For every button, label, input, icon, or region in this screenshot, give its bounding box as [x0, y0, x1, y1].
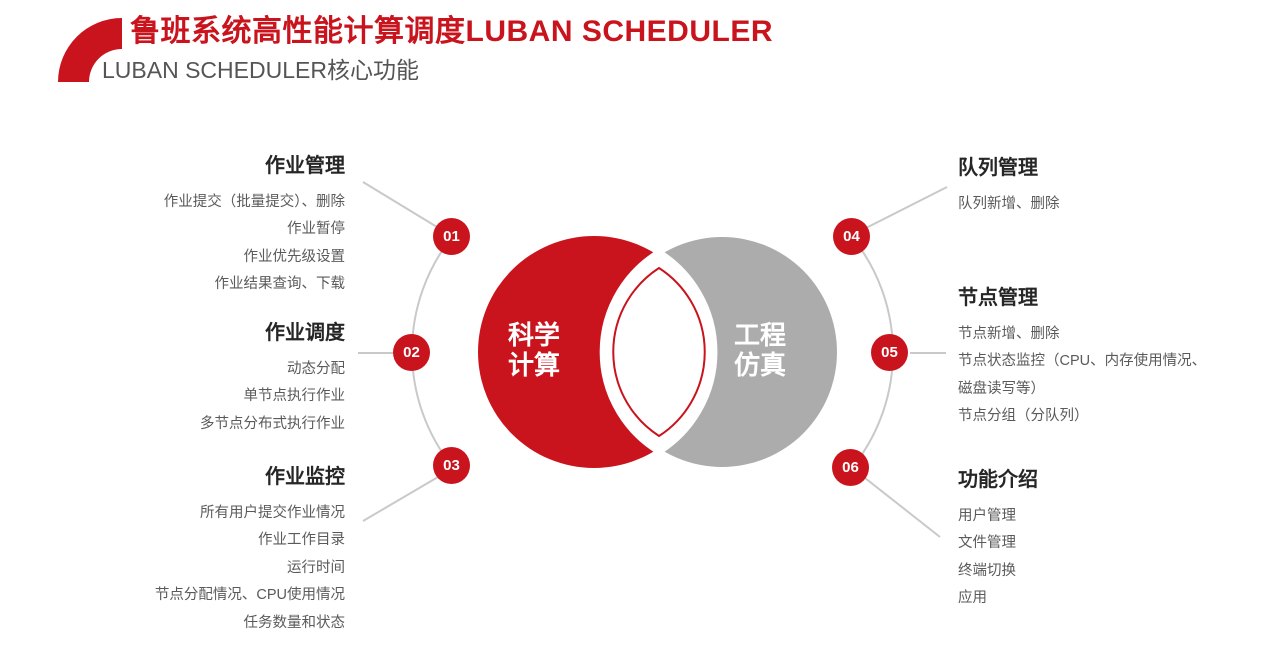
section-item-list: 作业提交（批量提交）、删除 作业暂停 作业优先级设置 作业结果查询、下载	[10, 189, 345, 299]
section-job-monitoring: 作业监控 所有用户提交作业情况 作业工作目录 运行时间 节点分配情况、CPU使用…	[10, 464, 345, 637]
step-badge-05: 05	[871, 334, 908, 371]
step-badge-04: 04	[833, 218, 870, 255]
step-badge-06: 06	[832, 449, 869, 486]
connector-line-06	[864, 477, 941, 538]
feature-item: 作业工作目录	[258, 532, 345, 549]
venn-label-line: 工程	[733, 320, 786, 350]
feature-item: 用户管理	[958, 508, 1016, 524]
section-job-scheduling: 作业调度 动态分配 单节点执行作业 多节点分布式执行作业	[10, 320, 345, 438]
venn-lens-outline	[612, 267, 706, 437]
swoosh-shape	[58, 18, 122, 82]
section-function-intro: 功能介绍 用户管理 文件管理 终端切换 应用	[958, 467, 1273, 613]
section-item-list: 节点新增、删除 节点状态监控（CPU、内存使用情况、 磁盘读写等） 节点分组（分…	[958, 321, 1273, 431]
feature-item: 作业暂停	[287, 221, 345, 238]
venn-label-line: 科学	[507, 320, 560, 350]
feature-item: 文件管理	[958, 535, 1016, 552]
feature-item: 运行时间	[287, 559, 345, 576]
section-title: 队列管理	[958, 157, 1038, 179]
page-subtitle: LUBAN SCHEDULER核心功能	[102, 57, 419, 83]
feature-item: 应用	[958, 590, 987, 607]
feature-item: 队列新增、删除	[958, 196, 1060, 212]
venn-label-engineering-simulation: 工程 仿真	[690, 320, 830, 380]
feature-item: 作业结果查询、下载	[214, 276, 346, 293]
section-title: 功能介绍	[958, 469, 1038, 491]
feature-item: 节点新增、删除	[958, 326, 1060, 342]
feature-item: 单节点执行作业	[243, 388, 346, 405]
page-title: 鲁班系统高性能计算调度LUBAN SCHEDULER	[130, 15, 773, 48]
feature-item: 节点状态监控（CPU、内存使用情况、	[958, 353, 1207, 370]
section-title: 节点管理	[958, 287, 1038, 309]
section-title: 作业调度	[265, 322, 345, 344]
connector-line-04	[865, 186, 948, 229]
feature-item: 作业优先级设置	[243, 248, 346, 265]
feature-item: 作业提交（批量提交）、删除	[163, 194, 345, 210]
feature-item: 任务数量和状态	[243, 614, 346, 631]
step-badge-03: 03	[433, 447, 470, 484]
section-item-list: 队列新增、删除	[958, 191, 1273, 218]
section-title: 作业监控	[265, 466, 345, 488]
step-badge-01: 01	[433, 218, 470, 255]
section-item-list: 所有用户提交作业情况 作业工作目录 运行时间 节点分配情况、CPU使用情况 任务…	[10, 500, 345, 637]
connector-line-01	[362, 181, 438, 228]
feature-item: 所有用户提交作业情况	[200, 505, 345, 521]
section-item-list: 用户管理 文件管理 终端切换 应用	[958, 503, 1273, 613]
feature-item: 节点分组（分队列）	[958, 408, 1089, 425]
step-badge-02: 02	[393, 334, 430, 371]
section-job-management: 作业管理 作业提交（批量提交）、删除 作业暂停 作业优先级设置 作业结果查询、下…	[10, 153, 345, 299]
venn-label-line: 计算	[507, 350, 560, 380]
section-queue-management: 队列管理 队列新增、删除	[958, 155, 1273, 218]
feature-item: 节点分配情况、CPU使用情况	[154, 587, 345, 604]
feature-item: 终端切换	[958, 562, 1016, 579]
section-item-list: 动态分配 单节点执行作业 多节点分布式执行作业	[10, 356, 345, 438]
header-swoosh-icon	[58, 18, 122, 82]
connector-line-03	[362, 476, 439, 522]
venn-label-line: 仿真	[733, 350, 786, 380]
venn-label-scientific-computing: 科学 计算	[464, 320, 604, 380]
feature-item: 多节点分布式执行作业	[200, 415, 345, 432]
feature-item: 磁盘读写等）	[958, 380, 1045, 397]
feature-item: 动态分配	[287, 361, 345, 377]
section-title: 作业管理	[265, 155, 345, 177]
section-node-management: 节点管理 节点新增、删除 节点状态监控（CPU、内存使用情况、 磁盘读写等） 节…	[958, 285, 1273, 431]
